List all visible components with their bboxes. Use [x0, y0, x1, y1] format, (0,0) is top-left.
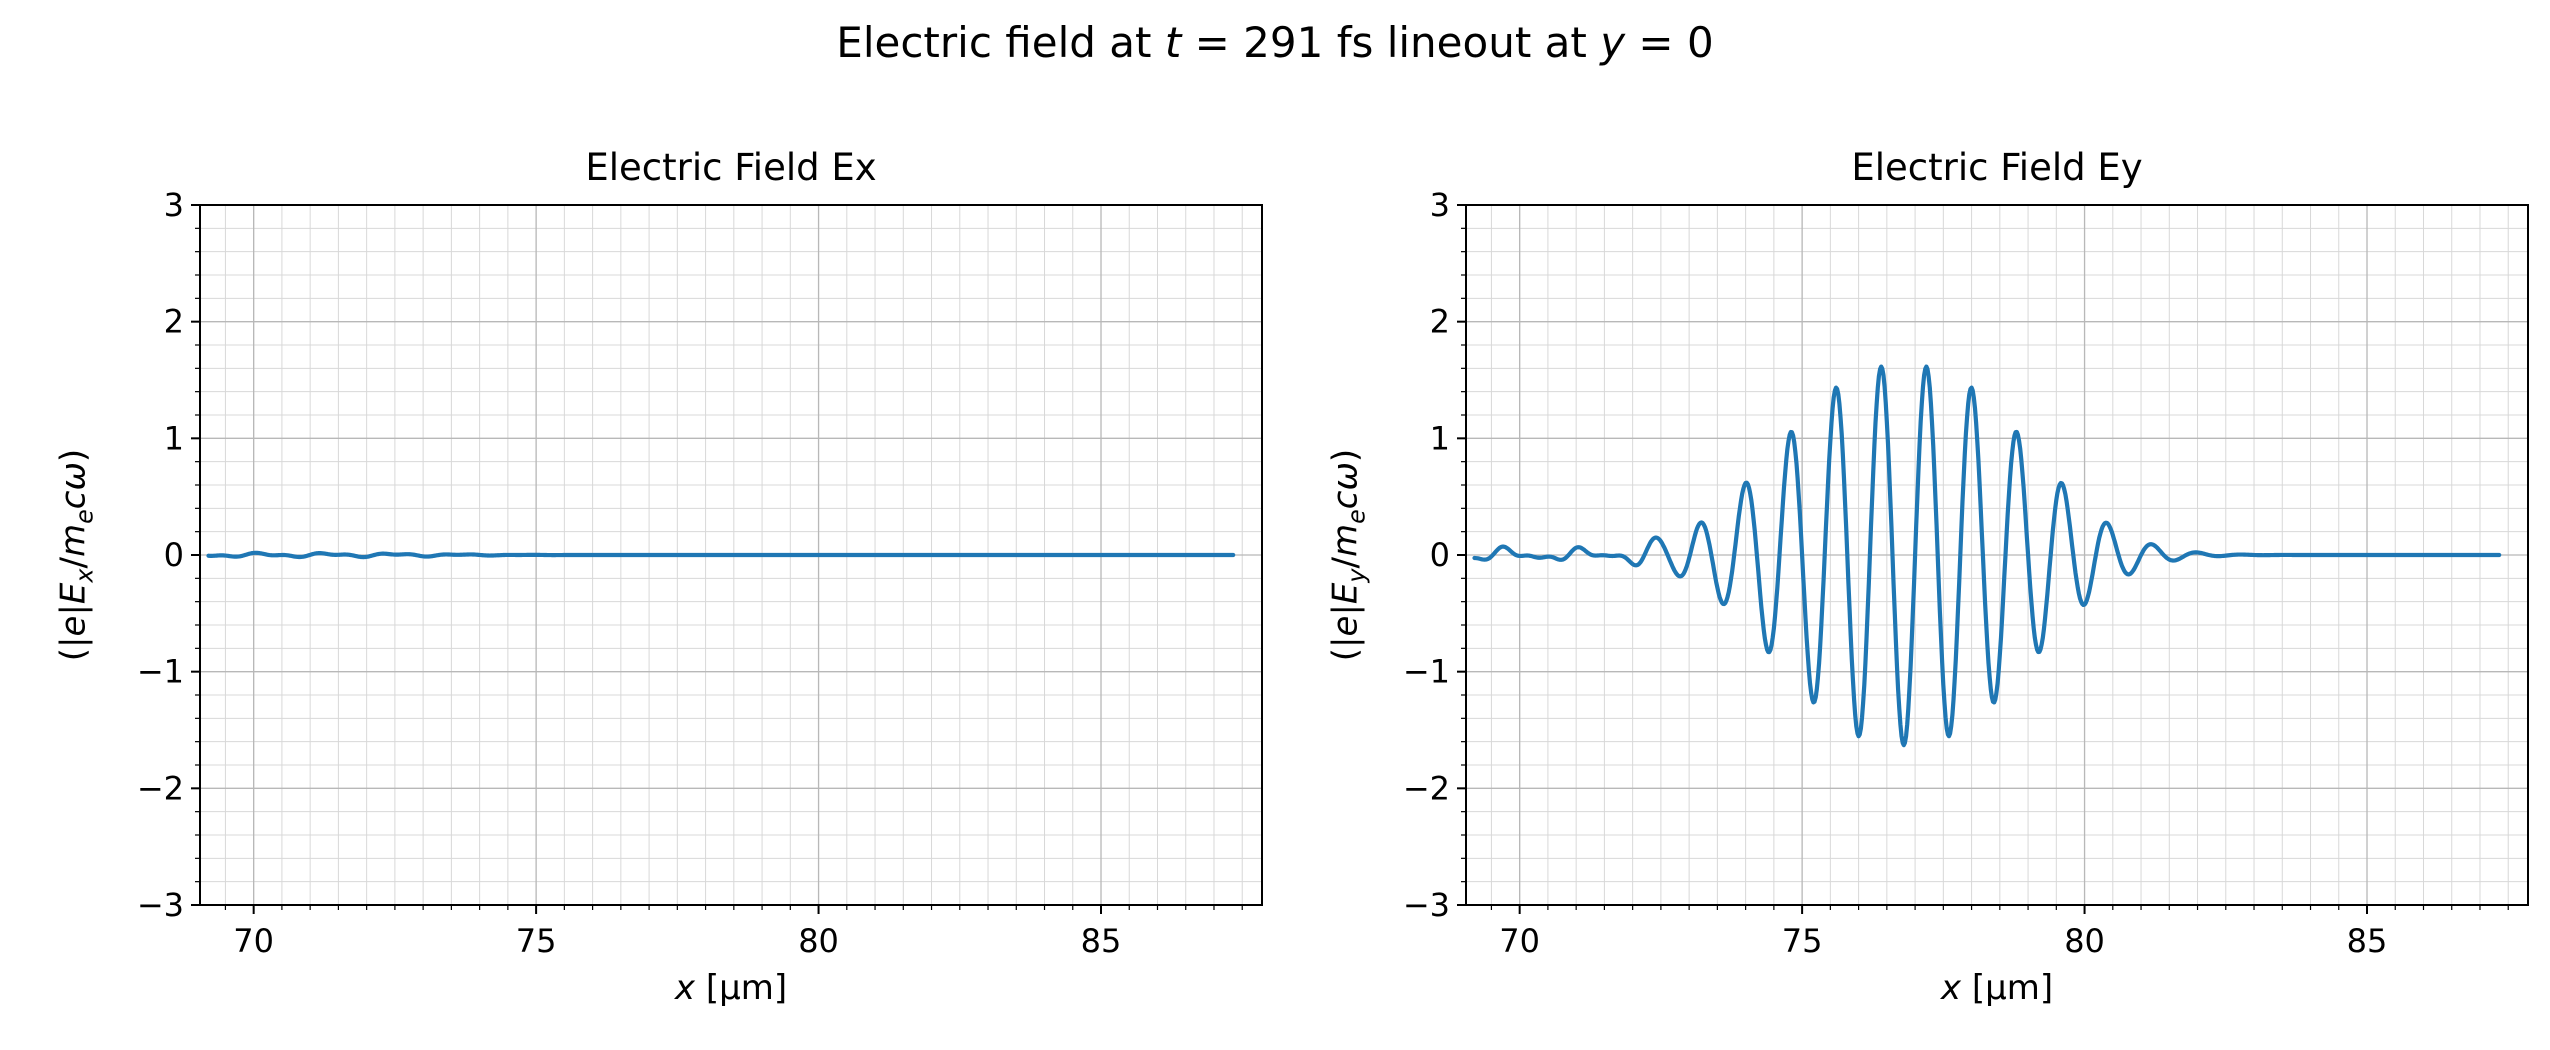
- svg-text:80: 80: [798, 922, 839, 960]
- svg-text:85: 85: [1081, 922, 1122, 960]
- y-axis-label-ex: (|e|Ex/mecω): [53, 448, 99, 662]
- x-axis-label-ex: x [μm]: [674, 968, 788, 1008]
- svg-text:−1: −1: [137, 653, 184, 691]
- y-axis-label-ey: (|e|Ey/mecω): [1325, 448, 1371, 662]
- subplot-title-ex: Electric Field Ex: [585, 146, 877, 189]
- svg-text:3: 3: [1430, 186, 1450, 224]
- svg-text:70: 70: [1499, 922, 1540, 960]
- svg-text:70: 70: [233, 922, 274, 960]
- svg-text:0: 0: [1430, 536, 1450, 574]
- svg-text:−2: −2: [137, 769, 184, 807]
- svg-text:3: 3: [164, 186, 184, 224]
- svg-text:−2: −2: [1403, 769, 1450, 807]
- svg-text:2: 2: [164, 303, 184, 341]
- svg-text:−3: −3: [1403, 886, 1450, 924]
- subplot-title-ey: Electric Field Ey: [1851, 146, 2143, 189]
- svg-text:−3: −3: [137, 886, 184, 924]
- svg-text:2: 2: [1430, 303, 1450, 341]
- svg-text:1: 1: [164, 419, 184, 457]
- svg-text:75: 75: [516, 922, 557, 960]
- svg-text:1: 1: [1430, 419, 1450, 457]
- svg-text:75: 75: [1782, 922, 1823, 960]
- svg-text:0: 0: [164, 536, 184, 574]
- svg-text:−1: −1: [1403, 653, 1450, 691]
- svg-text:85: 85: [2347, 922, 2388, 960]
- figure-title: Electric field at t = 291 fs lineout at …: [836, 18, 1714, 67]
- x-axis-label-ey: x [μm]: [1940, 968, 2054, 1008]
- svg-text:80: 80: [2064, 922, 2105, 960]
